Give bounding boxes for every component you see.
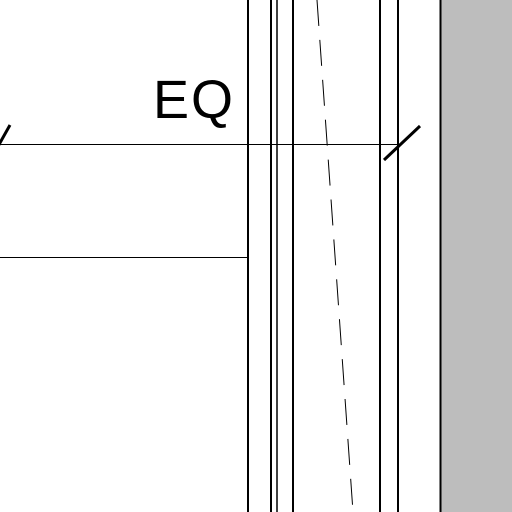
wall-fill-region [441, 0, 512, 512]
dimension-label-eq: EQ [153, 70, 235, 130]
dimension-tick-right [382, 124, 422, 162]
dimension-tick-left [0, 124, 12, 146]
dashed-hidden-line [316, 0, 354, 512]
